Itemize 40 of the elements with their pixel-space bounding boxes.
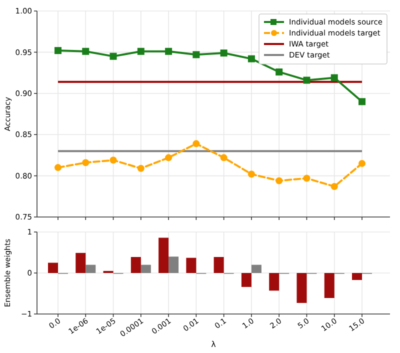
point [82,159,90,166]
point [220,154,228,162]
point [110,52,117,60]
bar [168,256,179,273]
point [276,177,283,184]
point [330,74,338,82]
bar [352,273,362,280]
bar [186,258,196,273]
bar [140,264,151,273]
point [248,55,255,62]
point [303,174,310,182]
point [137,164,144,172]
point [54,47,62,54]
bar [130,257,141,273]
point [165,154,172,162]
bar [269,273,280,291]
bar [324,273,334,298]
point [276,68,283,76]
x-axis-title: λ [211,340,216,349]
bar [76,252,86,273]
point [248,170,255,178]
bar [251,264,262,273]
bar [241,273,252,287]
bar [296,273,307,303]
point [192,140,200,148]
point [358,160,366,167]
bar [214,257,224,273]
bar [48,262,58,273]
point [137,48,144,55]
bar [86,264,96,273]
bar [158,238,169,273]
point [358,98,366,106]
point [110,156,117,164]
point [54,164,62,172]
point [330,183,338,190]
point [220,50,228,57]
point [192,51,200,58]
point [303,76,310,84]
point [165,48,172,55]
point [82,48,90,55]
